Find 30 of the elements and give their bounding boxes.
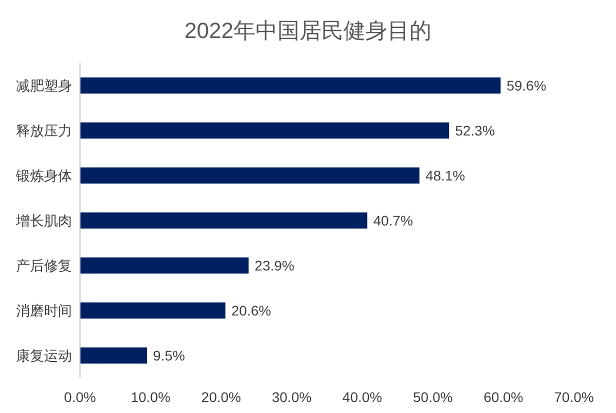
y-tick-label: 产后修复 — [16, 258, 72, 274]
bar — [80, 257, 249, 274]
x-tick-label: 10.0% — [130, 389, 170, 405]
data-label: 59.6% — [506, 78, 546, 94]
x-tick-label: 30.0% — [272, 389, 312, 405]
bar — [80, 77, 501, 94]
chart-title: 2022年中国居民健身目的 — [184, 18, 432, 43]
y-tick-label: 锻炼身体 — [15, 168, 72, 184]
y-tick-label: 康复运动 — [16, 348, 72, 364]
x-tick-label: 40.0% — [342, 389, 382, 405]
data-label: 48.1% — [425, 168, 466, 184]
x-tick-label: 60.0% — [484, 389, 524, 405]
data-label: 40.7% — [373, 212, 413, 228]
data-label: 9.5% — [153, 348, 185, 364]
data-label: 52.3% — [455, 122, 495, 138]
y-tick-label: 增长肌肉 — [15, 212, 72, 228]
y-tick-label: 减肥塑身 — [16, 78, 72, 94]
bar — [80, 302, 226, 319]
data-label: 20.6% — [231, 302, 272, 318]
x-tick-label: 20.0% — [201, 389, 241, 405]
bar — [80, 212, 368, 229]
bar — [80, 122, 450, 139]
x-tick-label: 50.0% — [413, 389, 453, 405]
x-tick-label: 0.0% — [64, 389, 96, 405]
y-tick-label: 释放压力 — [16, 122, 72, 138]
y-tick-label: 消磨时间 — [16, 302, 72, 318]
bar — [80, 167, 420, 184]
x-tick-label: 70.0% — [554, 389, 594, 405]
bar — [80, 347, 148, 364]
data-label: 23.9% — [254, 258, 294, 274]
